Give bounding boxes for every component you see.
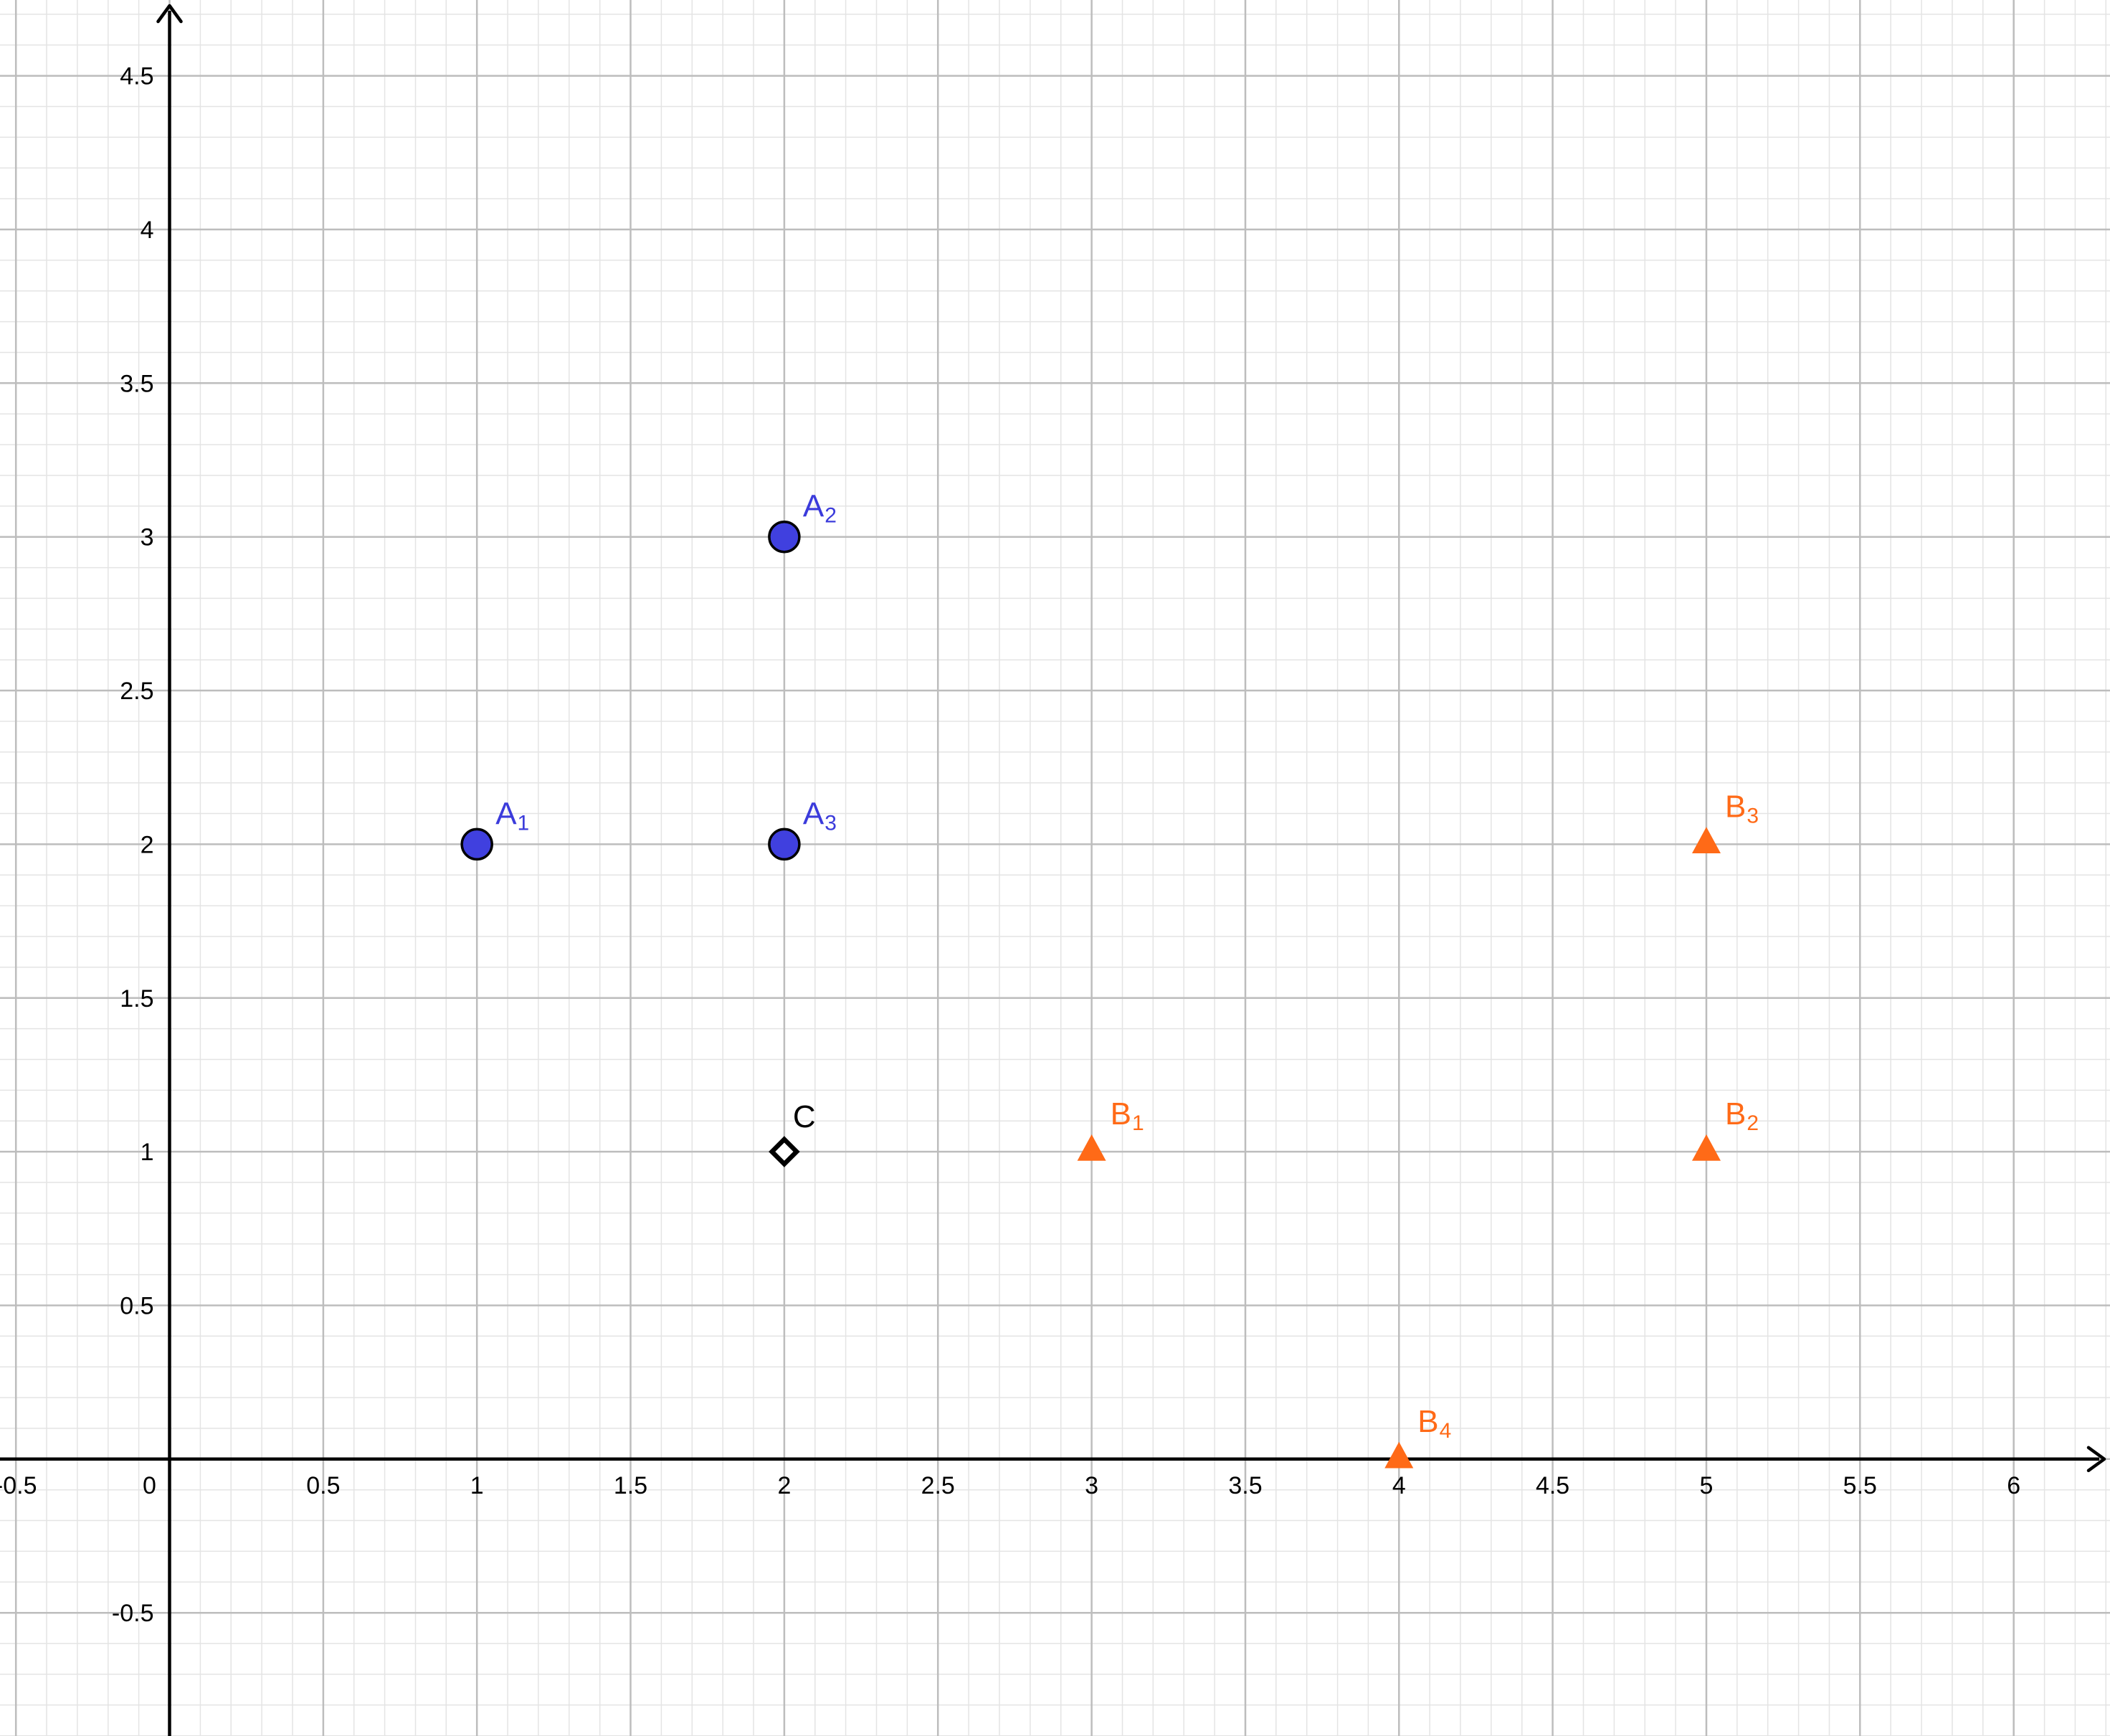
svg-text:5: 5 (1700, 1472, 1714, 1499)
svg-text:A2: A2 (803, 489, 837, 528)
svg-text:1: 1 (470, 1472, 484, 1499)
svg-text:B2: B2 (1725, 1096, 1759, 1135)
svg-text:5.5: 5.5 (1843, 1472, 1877, 1499)
svg-text:2.5: 2.5 (921, 1472, 955, 1499)
svg-text:2.5: 2.5 (120, 678, 153, 705)
svg-text:3.5: 3.5 (1228, 1472, 1262, 1499)
svg-text:B1: B1 (1111, 1096, 1144, 1135)
svg-text:3.5: 3.5 (120, 370, 153, 397)
svg-text:1: 1 (141, 1139, 154, 1166)
svg-text:-0.5: -0.5 (0, 1472, 37, 1499)
svg-text:-0.5: -0.5 (112, 1600, 154, 1627)
svg-text:2: 2 (141, 831, 154, 858)
svg-text:A1: A1 (495, 796, 529, 835)
svg-text:4.5: 4.5 (120, 63, 153, 90)
svg-text:B3: B3 (1725, 789, 1759, 827)
svg-text:4: 4 (1392, 1472, 1406, 1499)
svg-text:3: 3 (1085, 1472, 1098, 1499)
svg-text:1.5: 1.5 (120, 985, 153, 1012)
svg-text:4.5: 4.5 (1536, 1472, 1569, 1499)
svg-text:C: C (793, 1099, 816, 1134)
svg-text:6: 6 (2007, 1472, 2020, 1499)
svg-text:1.5: 1.5 (614, 1472, 647, 1499)
svg-text:0: 0 (143, 1472, 156, 1499)
svg-text:4: 4 (141, 217, 154, 244)
svg-text:B4: B4 (1417, 1404, 1451, 1443)
svg-text:3: 3 (141, 524, 154, 551)
svg-text:0.5: 0.5 (306, 1472, 340, 1499)
svg-text:0.5: 0.5 (120, 1293, 153, 1320)
svg-text:2: 2 (777, 1472, 791, 1499)
svg-text:A3: A3 (803, 796, 837, 835)
